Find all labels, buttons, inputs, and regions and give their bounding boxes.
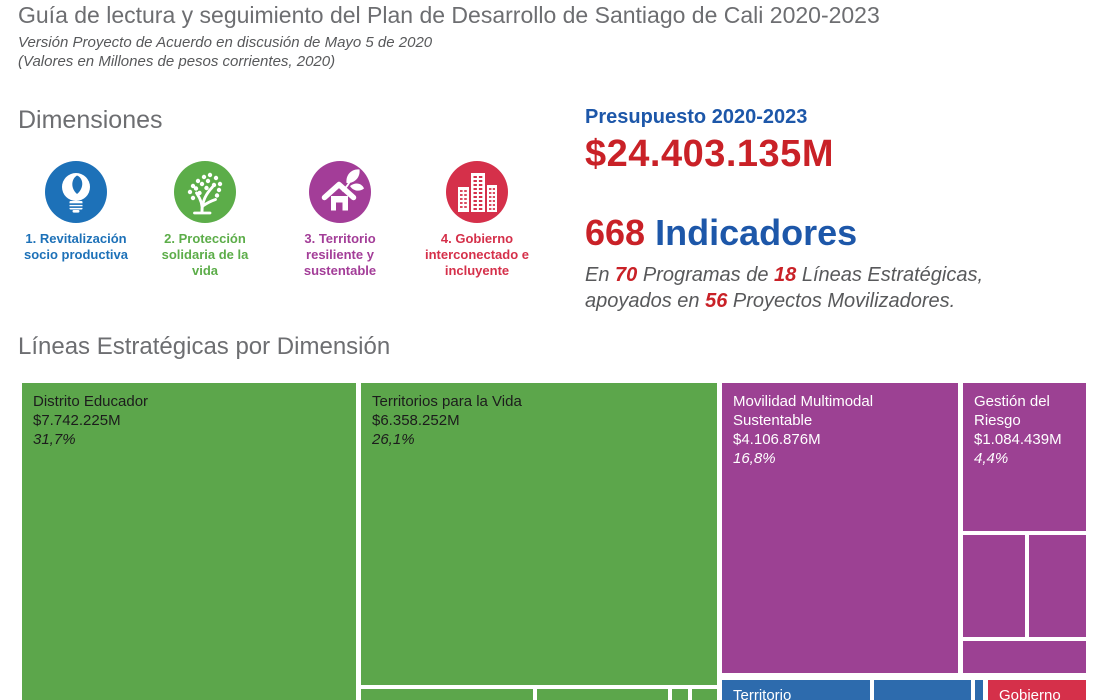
treemap-cell-territorio: Territorio [722,680,870,700]
treemap-cell-unlabeled [963,535,1025,637]
subtitle-line1: Versión Proyecto de Acuerdo en discusión… [18,34,433,51]
page-title: Guía de lectura y seguimiento del Plan d… [18,2,880,28]
cell-value: $4.106.876M [733,431,821,448]
treemap-cell-unlabeled [672,689,688,700]
treemap-cell-gestion-del-riesgo: Gestión del Riesgo $1.084.439M 4,4% [963,383,1086,531]
cell-label: Territorios para la Vida [372,393,522,410]
budget-heading: Presupuesto 2020-2023 [585,106,808,128]
dimension-label-2: 2. Protección solidaria de la vida [161,231,249,278]
indicators-line: 668 Indicadores [585,212,1085,254]
cell-percent: 31,7% [33,431,76,448]
cell-label: Distrito Educador [33,393,149,410]
dimension-item-1: 1. Revitalización socio productiva [1,160,151,263]
treemap-cell-unlabeled [361,689,533,700]
treemap-cell-unlabeled [1029,535,1086,637]
budget-block: Presupuesto 2020-2023 $24.403.135M 668 I… [585,106,1085,314]
cell-label: Movilidad Multimodal Sustentable [733,393,874,429]
cell-percent: 4,4% [974,450,1009,467]
buildings-icon [446,161,508,223]
cell-percent: 26,1% [372,431,415,448]
treemap-heading: Líneas Estratégicas por Dimensión [18,333,391,360]
budget-description: En 70 Programas de 18 Líneas Estratégica… [585,264,984,312]
budget-amount: $24.403.135M [585,133,834,175]
cell-label: Territorio [733,687,792,700]
treemap-cell-territorios-para-la-vida: Territorios para la Vida $6.358.252M 26,… [361,383,717,685]
subtitle-line2: (Valores en Millones de pesos corrientes… [18,53,336,70]
dimension-label-1: 1. Revitalización socio productiva [23,231,129,262]
cell-value: $6.358.252M [372,412,460,429]
lineas-count: 18 [774,264,797,286]
indicators-count: 668 [585,212,646,253]
treemap-cell-movilidad-multimodal: Movilidad Multimodal Sustentable $4.106.… [722,383,958,673]
cell-label: Gestión del Riesgo [974,393,1050,429]
tree-icon [174,161,236,223]
treemap-cell-distrito-educador: Distrito Educador $7.742.225M 31,7% [22,383,356,700]
indicators-label: Indicadores [655,212,858,253]
cell-value: $7.742.225M [33,412,121,429]
treemap-cell-unlabeled [692,689,717,700]
programas-count: 70 [615,264,638,286]
treemap-cell-unlabeled [975,680,983,700]
proyectos-count: 56 [705,290,728,312]
page-subtitle: Versión Proyecto de Acuerdo en discusión… [18,33,432,71]
dimension-item-2: 2. Protección solidaria de la vida [130,160,280,279]
cell-value: $1.084.439M [974,431,1062,448]
house-leaf-icon [309,161,371,223]
treemap-cell-unlabeled [537,689,668,700]
cell-percent: 16,8% [733,450,776,467]
lightbulb-icon [45,161,107,223]
dimension-label-4: 4. Gobierno interconectado e incluyente [424,231,530,278]
dimensions-heading: Dimensiones [18,106,163,134]
dimension-label-3: 3. Territorio resiliente y sustentable [303,231,377,278]
cell-label: Gobierno [999,687,1061,700]
treemap-cell-unlabeled [874,680,971,700]
treemap-cell-unlabeled [963,641,1086,673]
dimension-item-4: 4. Gobierno interconectado e incluyente [402,160,552,279]
treemap-cell-gobierno: Gobierno [988,680,1086,700]
dimension-item-3: 3. Territorio resiliente y sustentable [265,160,415,279]
